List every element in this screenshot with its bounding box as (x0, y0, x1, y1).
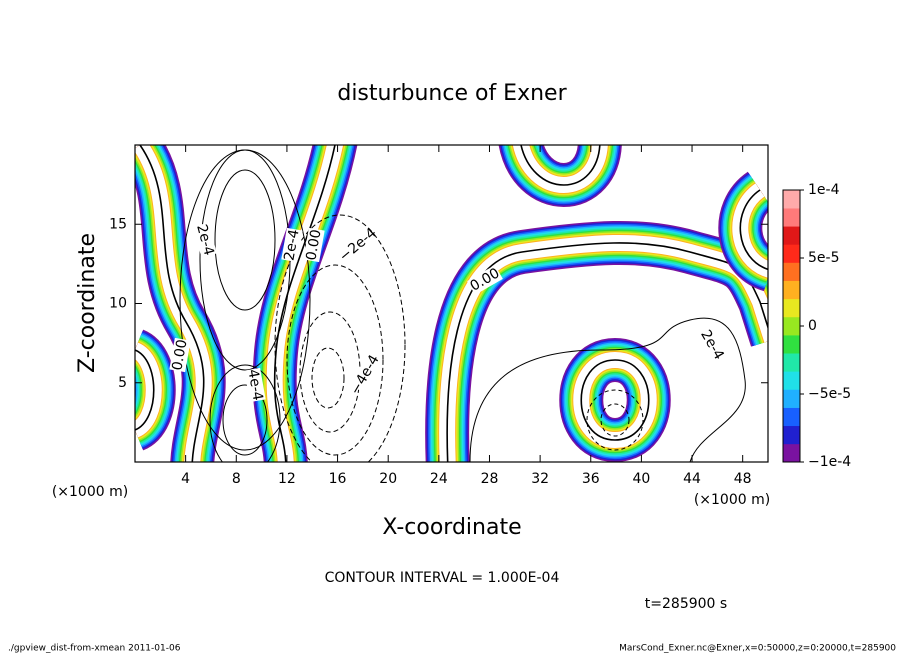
x-tick-label: 36 (582, 471, 600, 487)
x-tick-label: 32 (531, 471, 549, 487)
contour-interval: CONTOUR INTERVAL = 1.000E-04 (325, 570, 560, 586)
contour-label: 2e-4 (281, 228, 302, 262)
y-unit: (×1000 m) (52, 484, 128, 500)
colorbar-band (783, 371, 800, 390)
colorbar-band (783, 298, 800, 318)
y-tick-label: 15 (109, 216, 127, 232)
contour-line (586, 389, 644, 451)
colorbar-band (783, 208, 800, 227)
colorbar-band (783, 335, 800, 354)
y-tick-label: 10 (109, 296, 127, 312)
colorbar-band (783, 226, 800, 245)
colorbar-tick-label: 0 (808, 318, 817, 334)
contour-label: 4e-4 (244, 368, 265, 402)
label-bg (350, 357, 380, 393)
x-tick-label: 12 (278, 471, 296, 487)
footer-right: MarsCond_Exner.nc@Exner,x=0:50000,z=0:20… (619, 644, 896, 654)
contour-line (135, 349, 155, 431)
label-bg (281, 227, 303, 263)
colorbar-band (783, 353, 800, 372)
contour-line (311, 347, 345, 409)
x-tick-label: 28 (481, 471, 499, 487)
y-tick-label: 5 (118, 375, 127, 391)
x-tick-label: 44 (683, 471, 701, 487)
colorbar-band (783, 244, 800, 263)
contour-line (139, 145, 205, 462)
chart-title: disturbunce of Exner (337, 81, 567, 106)
contour-label: 2e-4 (193, 223, 217, 258)
label-bg (467, 265, 503, 295)
contour-line (520, 145, 601, 186)
x-tick-label: 24 (430, 471, 448, 487)
footer-left: ./gpview_dist-from-xmean 2011-01-06 (8, 644, 181, 654)
contour-label: 0.00 (303, 228, 324, 261)
contour-line (299, 311, 361, 433)
x-tick-label: 16 (329, 471, 347, 487)
colorbar-band (783, 407, 800, 427)
colorbar-band (783, 389, 800, 408)
contour-label: −2e-4 (336, 225, 379, 265)
x-unit: (×1000 m) (694, 492, 770, 508)
contour-line (739, 189, 768, 271)
contour-line (222, 384, 268, 456)
x-tick-label: 4 (181, 471, 190, 487)
contour-line (179, 149, 311, 451)
x-tick-label: 8 (232, 471, 241, 487)
colorbar-band (783, 190, 800, 209)
time-label: t=285900 s (645, 596, 727, 612)
colorbar-tick-label: −5e-5 (808, 386, 851, 402)
contour-line (286, 264, 384, 456)
colorbar-band (783, 262, 800, 281)
colorbar-tick-label: 5e-5 (808, 250, 839, 266)
colorbar-band (783, 425, 800, 445)
colorbar-band (783, 443, 800, 463)
x-tick-label: 20 (379, 471, 397, 487)
colorbar-tick-label: −1e-4 (808, 454, 851, 470)
x-tick-label: 40 (632, 471, 650, 487)
colorbar-band (783, 316, 800, 336)
label-bg (303, 227, 325, 263)
contour-line (209, 364, 281, 462)
label-bg (340, 228, 376, 262)
contour-line (600, 403, 630, 437)
label-bg (697, 327, 727, 363)
label-bg (193, 222, 217, 258)
y-axis-label: Z-coordinate (75, 233, 100, 373)
contour-line (273, 145, 336, 462)
label-bg (244, 367, 266, 403)
colorbar-band (783, 280, 800, 300)
label-bg (169, 337, 191, 373)
contour-line (580, 359, 650, 441)
colorbar-tick-label: 1e-4 (808, 182, 840, 198)
x-tick-label: 48 (734, 471, 752, 487)
contour-label: −4e-4 (347, 352, 383, 398)
contour-label: 0.00 (169, 338, 190, 371)
x-axis-label: X-coordinate (382, 515, 521, 540)
contour-line (469, 317, 746, 462)
contour-line (274, 214, 406, 462)
contour-line (214, 169, 276, 311)
